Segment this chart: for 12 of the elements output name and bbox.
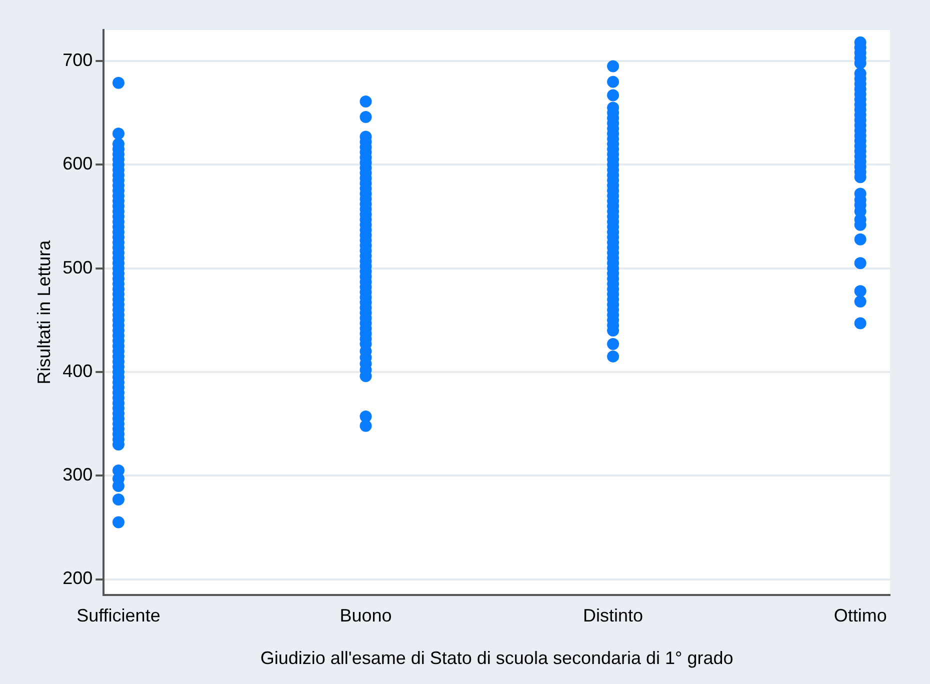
x-axis-title: Giudizio all'esame di Stato di scuola secondaria di 1° grado: [260, 648, 734, 668]
x-tick-label: Distinto: [583, 606, 644, 626]
y-tick-label: 200: [62, 568, 93, 588]
y-tick-label: 400: [62, 360, 93, 381]
y-tick-label: 500: [62, 257, 93, 278]
x-tick-label: Sufficiente: [76, 606, 160, 626]
y-tick-label: 300: [62, 464, 93, 485]
y-axis-title: Risultati in Lettura: [34, 239, 54, 384]
x-tick-label: Buono: [340, 606, 392, 626]
y-tick-label: 700: [62, 50, 93, 70]
y-tick-label: 600: [62, 154, 93, 174]
x-tick-label: Ottimo: [834, 606, 887, 626]
